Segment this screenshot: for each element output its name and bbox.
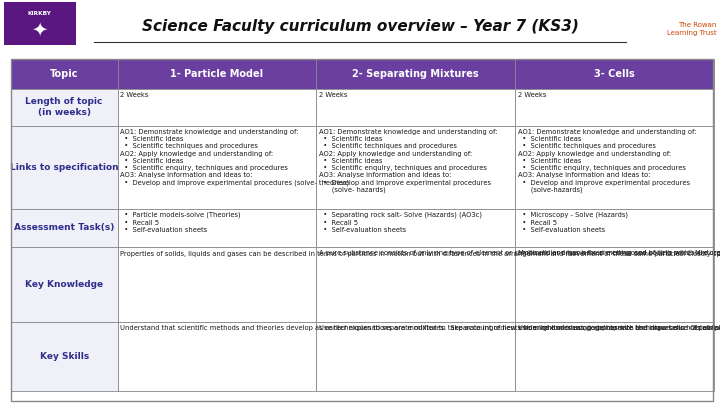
Text: A pure substance consists of only one type of element or compound and has a fixe: A pure substance consists of only one ty… xyxy=(319,250,720,256)
Bar xyxy=(515,322,714,391)
Text: Key Skills: Key Skills xyxy=(40,352,89,361)
Text: 1- Particle Model: 1- Particle Model xyxy=(170,69,264,79)
Bar xyxy=(117,322,316,391)
Bar xyxy=(117,126,316,209)
Bar xyxy=(11,59,117,89)
Bar xyxy=(11,59,713,401)
Text: Length of topic
(in weeks): Length of topic (in weeks) xyxy=(25,98,103,117)
Bar xyxy=(117,209,316,247)
Bar xyxy=(515,247,714,322)
Bar xyxy=(316,209,515,247)
Bar xyxy=(316,89,515,126)
Text: ✦: ✦ xyxy=(32,21,48,40)
Text: AO1: Demonstrate knowledge and understanding of:
  •  Scientific ideas
  •  Scie: AO1: Demonstrate knowledge and understan… xyxy=(518,129,696,193)
Bar xyxy=(11,322,117,391)
Bar xyxy=(117,247,316,322)
Text: Topic: Topic xyxy=(50,69,78,79)
Text: •  Microscopy - Solve (Hazards)
  •  Recall 5
  •  Self-evaluation sheets: • Microscopy - Solve (Hazards) • Recall … xyxy=(518,212,628,233)
Bar xyxy=(316,322,515,391)
Text: Use techniques to separate mixtures.  Separate ingredients from mixtures using a: Use techniques to separate mixtures. Sep… xyxy=(319,325,720,331)
Bar xyxy=(4,2,76,45)
Bar xyxy=(316,59,515,89)
Text: AO1: Demonstrate knowledge and understanding of:
  •  Scientific ideas
  •  Scie: AO1: Demonstrate knowledge and understan… xyxy=(120,129,349,186)
Bar xyxy=(316,247,515,322)
Text: Multicellular organisms are composed of cells which are organised into tissues, : Multicellular organisms are composed of … xyxy=(518,250,720,256)
Text: The Rowan
Learning Trust: The Rowan Learning Trust xyxy=(667,22,716,36)
Bar xyxy=(316,126,515,209)
Text: Properties of solids, liquids and gases can be described in terms of particles i: Properties of solids, liquids and gases … xyxy=(120,250,720,257)
Text: 2 Weeks: 2 Weeks xyxy=(518,92,546,98)
Text: Understand that scientific methods and theories develop as earlier explanations : Understand that scientific methods and t… xyxy=(120,325,720,331)
Text: 3- Cells: 3- Cells xyxy=(594,69,634,79)
Bar xyxy=(117,89,316,126)
Text: KIRKBY: KIRKBY xyxy=(27,11,52,16)
Bar xyxy=(11,247,117,322)
Bar xyxy=(11,209,117,247)
Bar xyxy=(515,89,714,126)
Text: •  Particle models-solve (Theories)
  •  Recall 5
  •  Self-evaluation sheets: • Particle models-solve (Theories) • Rec… xyxy=(120,212,241,233)
Bar xyxy=(515,59,714,89)
Bar xyxy=(515,126,714,209)
Text: Use a light microscope to observe and draw cells.  Obtain and record a clearly f: Use a light microscope to observe and dr… xyxy=(518,325,720,331)
Text: •  Separating rock salt- Solve (Hazards) (AO3c)
  •  Recall 5
  •  Self-evaluati: • Separating rock salt- Solve (Hazards) … xyxy=(319,212,482,233)
Text: Science Faculty curriculum overview – Year 7 (KS3): Science Faculty curriculum overview – Ye… xyxy=(142,19,578,34)
Text: 2 Weeks: 2 Weeks xyxy=(319,92,348,98)
Bar xyxy=(11,89,117,126)
Text: Key Knowledge: Key Knowledge xyxy=(25,280,103,289)
Text: AO1: Demonstrate knowledge and understanding of:
  •  Scientific ideas
  •  Scie: AO1: Demonstrate knowledge and understan… xyxy=(319,129,498,193)
Text: 2 Weeks: 2 Weeks xyxy=(120,92,149,98)
Text: Assessment Task(s): Assessment Task(s) xyxy=(14,223,114,232)
Bar xyxy=(11,126,117,209)
Bar xyxy=(117,59,316,89)
Text: 2- Separating Mixtures: 2- Separating Mixtures xyxy=(352,69,479,79)
Bar xyxy=(515,209,714,247)
Text: Links to specification: Links to specification xyxy=(10,162,119,172)
